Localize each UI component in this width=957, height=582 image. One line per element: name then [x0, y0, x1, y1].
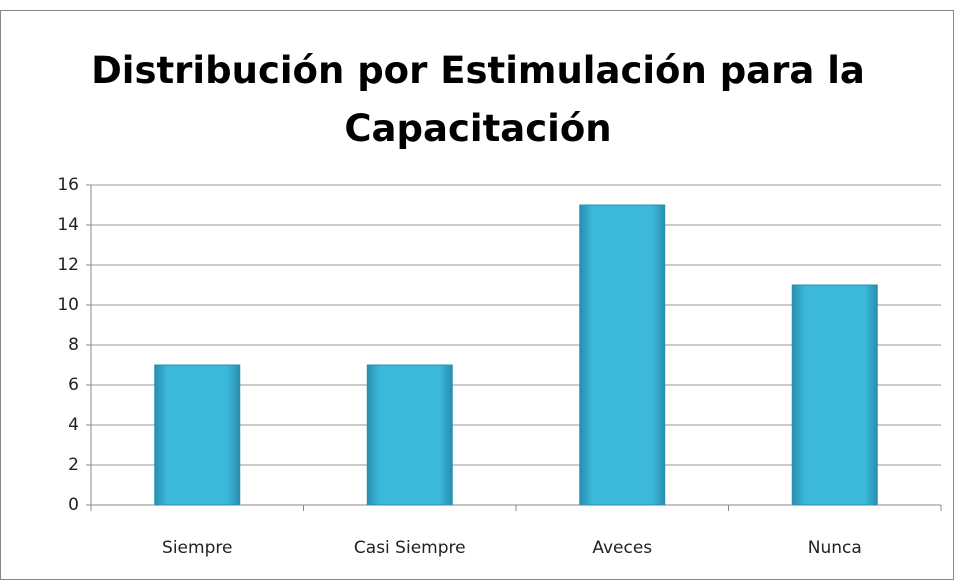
x-tick-label: Casi Siempre [354, 538, 466, 558]
y-tick-label: 4 [68, 415, 79, 435]
bar [791, 284, 878, 506]
x-tick-label: Siempre [162, 538, 232, 558]
y-tick-label: 12 [57, 255, 79, 275]
y-tick-label: 2 [68, 455, 79, 475]
x-tick-label: Aveces [592, 538, 652, 558]
chart-title: Distribución por Estimulación para la Ca… [91, 49, 865, 150]
x-tick-label: Nunca [808, 538, 862, 558]
chart-frame [0, 10, 954, 580]
y-tick-label: 16 [57, 175, 79, 195]
y-tick-label: 0 [68, 495, 79, 515]
bar [366, 364, 453, 506]
bar [154, 364, 241, 506]
bar [579, 204, 666, 506]
y-tick-label: 14 [57, 215, 79, 235]
y-tick-label: 8 [68, 335, 79, 355]
y-tick-label: 10 [57, 295, 79, 315]
y-tick-label: 6 [68, 375, 79, 395]
